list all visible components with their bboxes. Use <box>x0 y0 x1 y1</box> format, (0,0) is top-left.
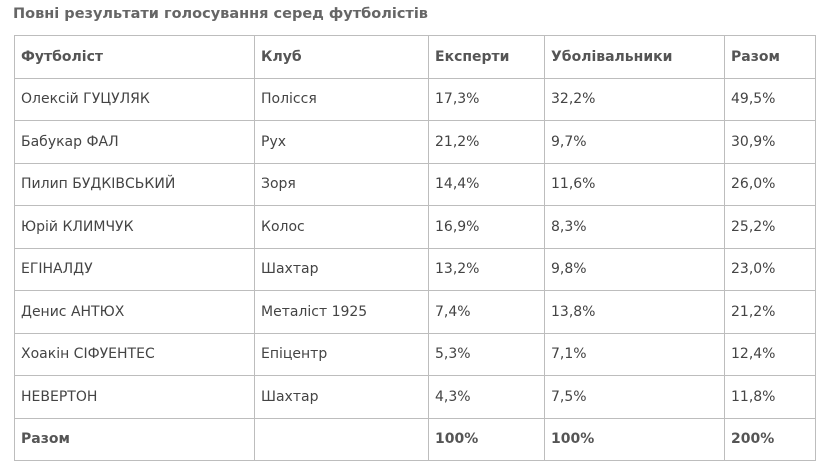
total-cell: 26,0% <box>724 162 816 206</box>
header-experts: Експерти <box>428 35 545 79</box>
table-row: Юрій КЛИМЧУК Колос 16,9% 8,3% 25,2% <box>14 205 816 249</box>
totals-row: Разом 100% 100% 200% <box>14 417 816 461</box>
fans-cell: 9,7% <box>544 120 725 164</box>
header-total: Разом <box>724 35 816 79</box>
club-cell: Шахтар <box>254 247 429 291</box>
fans-cell: 9,8% <box>544 247 725 291</box>
total-cell: 25,2% <box>724 205 816 249</box>
table-caption: Повні результати голосування серед футбо… <box>13 6 428 22</box>
fans-cell: 7,5% <box>544 375 725 419</box>
table-row: Бабукар ФАЛ Рух 21,2% 9,7% 30,9% <box>14 120 816 164</box>
total-cell: 12,4% <box>724 332 816 376</box>
fans-cell: 8,3% <box>544 205 725 249</box>
experts-cell: 5,3% <box>428 332 545 376</box>
table-row: Пилип БУДКІВСЬКИЙ Зоря 14,4% 11,6% 26,0% <box>14 162 816 206</box>
total-cell: 23,0% <box>724 247 816 291</box>
player-cell: Денис АНТЮХ <box>14 290 255 334</box>
experts-cell: 4,3% <box>428 375 545 419</box>
player-cell: Пилип БУДКІВСЬКИЙ <box>14 162 255 206</box>
total-cell: 21,2% <box>724 290 816 334</box>
totals-club-cell <box>254 417 429 461</box>
experts-cell: 16,9% <box>428 205 545 249</box>
player-cell: Юрій КЛИМЧУК <box>14 205 255 249</box>
experts-cell: 14,4% <box>428 162 545 206</box>
fans-cell: 7,1% <box>544 332 725 376</box>
fans-cell: 13,8% <box>544 290 725 334</box>
totals-fans: 100% <box>544 417 725 461</box>
totals-experts: 100% <box>428 417 545 461</box>
fans-cell: 32,2% <box>544 77 725 121</box>
experts-cell: 13,2% <box>428 247 545 291</box>
total-cell: 30,9% <box>724 120 816 164</box>
total-cell: 11,8% <box>724 375 816 419</box>
table-header-row: Футболіст Клуб Експерти Уболівальники Ра… <box>14 35 816 79</box>
table-row: Хоакін СІФУЕНТЕС Епіцентр 5,3% 7,1% 12,4… <box>14 332 816 376</box>
experts-cell: 17,3% <box>428 77 545 121</box>
club-cell: Епіцентр <box>254 332 429 376</box>
table-row: Олексій ГУЦУЛЯК Полісся 17,3% 32,2% 49,5… <box>14 77 816 121</box>
club-cell: Колос <box>254 205 429 249</box>
club-cell: Зоря <box>254 162 429 206</box>
table-row: Денис АНТЮХ Металіст 1925 7,4% 13,8% 21,… <box>14 290 816 334</box>
table-row: НЕВЕРТОН Шахтар 4,3% 7,5% 11,8% <box>14 375 816 419</box>
header-fans: Уболівальники <box>544 35 725 79</box>
header-player: Футболіст <box>14 35 255 79</box>
totals-label: Разом <box>14 417 255 461</box>
club-cell: Металіст 1925 <box>254 290 429 334</box>
player-cell: Хоакін СІФУЕНТЕС <box>14 332 255 376</box>
voting-results-table: Футболіст Клуб Експерти Уболівальники Ра… <box>14 35 816 461</box>
club-cell: Рух <box>254 120 429 164</box>
club-cell: Шахтар <box>254 375 429 419</box>
player-cell: НЕВЕРТОН <box>14 375 255 419</box>
player-cell: ЕГІНАЛДУ <box>14 247 255 291</box>
total-cell: 49,5% <box>724 77 816 121</box>
player-cell: Бабукар ФАЛ <box>14 120 255 164</box>
fans-cell: 11,6% <box>544 162 725 206</box>
experts-cell: 21,2% <box>428 120 545 164</box>
player-cell: Олексій ГУЦУЛЯК <box>14 77 255 121</box>
totals-sum: 200% <box>724 417 816 461</box>
experts-cell: 7,4% <box>428 290 545 334</box>
table-row: ЕГІНАЛДУ Шахтар 13,2% 9,8% 23,0% <box>14 247 816 291</box>
header-club: Клуб <box>254 35 429 79</box>
club-cell: Полісся <box>254 77 429 121</box>
